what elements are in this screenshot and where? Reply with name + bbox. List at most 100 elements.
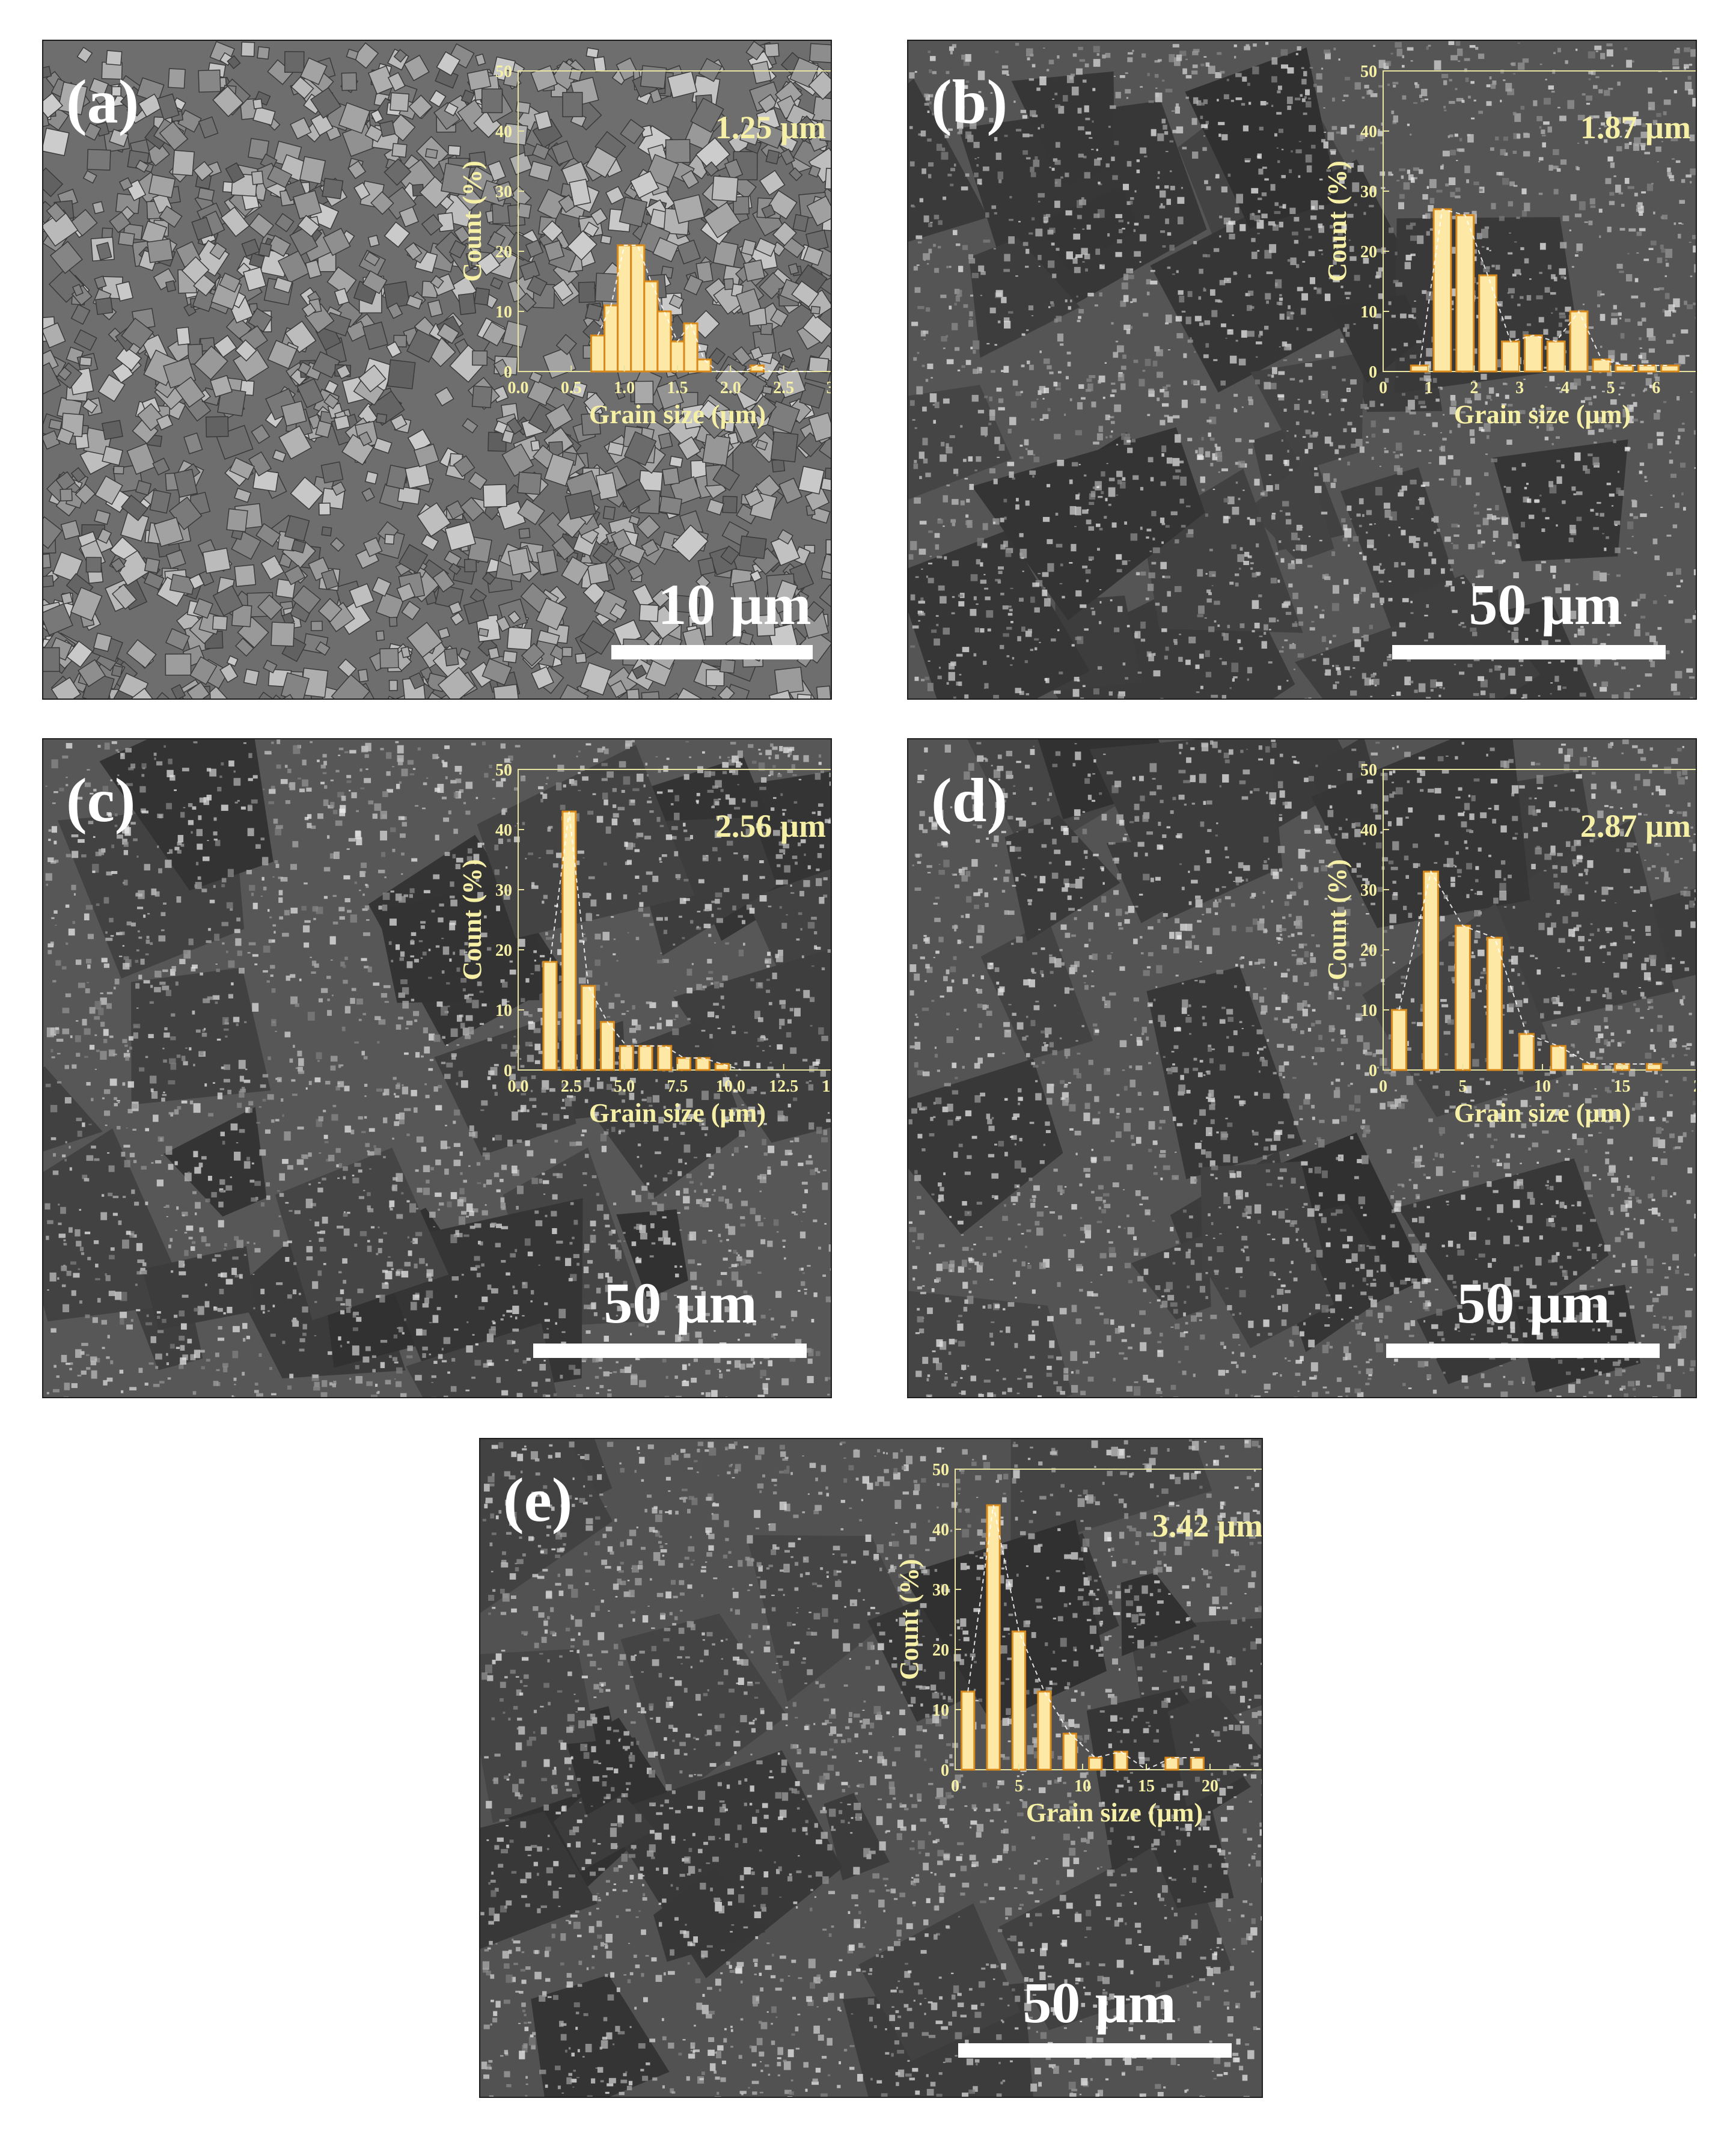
panel-label-a: (a) <box>66 67 139 136</box>
xtick-label-a-1: 0.5 <box>561 379 582 397</box>
bar-b-5 <box>1523 334 1543 373</box>
mean-size-annotation-d: 2.87 µm <box>1580 808 1691 844</box>
sem-micrograph-e <box>480 1439 1262 2097</box>
panel-label-d: (d) <box>931 766 1008 835</box>
ytick-label-e-3: 30 <box>932 1581 949 1600</box>
bar-b-7 <box>1569 310 1589 373</box>
bar-c-8 <box>695 1057 711 1071</box>
histogram-a: 0 10 20 30 40 50 0.0 0.5 1.0 1.5 2.0 2.5 3.0 Grain si… <box>457 63 831 429</box>
bar-b-11 <box>1660 364 1679 373</box>
xtick-label-b-4: 4 <box>1561 379 1569 397</box>
xtick-label-e-3: 15 <box>1138 1777 1155 1796</box>
panel-label-c: (c) <box>66 766 136 835</box>
panel-e: (e) 0 10 20 30 40 50 0 5 10 15 20 25 Grain size (µm)… <box>479 1438 1263 2098</box>
bar-b-6 <box>1546 340 1566 373</box>
xtick-label-a-4: 2.0 <box>720 379 741 397</box>
bar-c-3 <box>599 1021 615 1071</box>
ytick-label-d-2: 20 <box>1360 941 1377 960</box>
ytick-label-b-2: 20 <box>1360 243 1377 261</box>
bar-b-4 <box>1501 340 1520 373</box>
ytick-label-c-5: 50 <box>495 761 512 780</box>
xtick-label-e-1: 5 <box>1015 1777 1023 1796</box>
ytick-label-d-4: 40 <box>1360 821 1377 840</box>
xtick-label-d-2: 10 <box>1534 1077 1551 1096</box>
ytick-label-d-5: 50 <box>1360 761 1377 780</box>
mean-size-annotation-a: 1.25 µm <box>715 109 826 145</box>
bar-b-10 <box>1637 364 1657 373</box>
bar-d-5 <box>1550 1045 1566 1071</box>
scalebar-a <box>611 645 813 659</box>
ytick-label-d-0: 0 <box>1369 1062 1377 1080</box>
ytick-label-b-5: 50 <box>1360 63 1377 81</box>
xaxis-label-b: Grain size (µm) <box>1454 400 1631 429</box>
xaxis-label-c: Grain size (µm) <box>589 1098 766 1128</box>
xtick-label-c-0: 0.0 <box>508 1077 529 1096</box>
bar-b-8 <box>1592 358 1612 373</box>
bar-d-3 <box>1487 937 1503 1071</box>
bar-d-4 <box>1518 1033 1535 1071</box>
mean-size-annotation-b: 1.87 µm <box>1580 109 1691 145</box>
scalebar-text-b: 50 µm <box>1469 572 1622 637</box>
scalebar-text-a: 10 µm <box>658 572 811 637</box>
fit-curve-a <box>597 245 810 372</box>
ytick-label-a-4: 40 <box>495 123 512 141</box>
xtick-label-d-4: 20 <box>1693 1077 1697 1096</box>
ytick-label-c-4: 40 <box>495 821 512 840</box>
bar-d-6 <box>1582 1063 1598 1071</box>
xtick-label-d-1: 5 <box>1459 1077 1467 1096</box>
bar-c-6 <box>657 1045 673 1071</box>
bar-a-0 <box>590 334 606 373</box>
ytick-label-a-0: 0 <box>504 363 512 382</box>
panel-label-b: (b) <box>931 67 1008 136</box>
bar-e-8 <box>1164 1756 1179 1771</box>
xtick-label-e-2: 10 <box>1074 1777 1091 1796</box>
ytick-label-c-3: 30 <box>495 881 512 900</box>
xtick-label-b-1: 1 <box>1425 379 1433 397</box>
ytick-label-c-2: 20 <box>495 941 512 960</box>
xtick-label-c-4: 10.0 <box>716 1077 745 1096</box>
bar-c-9 <box>714 1063 730 1071</box>
ytick-label-b-1: 10 <box>1360 303 1377 322</box>
scalebar-d <box>1386 1344 1660 1358</box>
xtick-label-c-3: 7.5 <box>667 1077 688 1096</box>
xtick-label-b-0: 0 <box>1379 379 1387 397</box>
xtick-label-a-5: 2.5 <box>773 379 794 397</box>
xaxis-label-e: Grain size (µm) <box>1026 1798 1203 1827</box>
ytick-label-b-4: 40 <box>1360 123 1377 141</box>
bar-c-0 <box>542 961 558 1071</box>
xtick-label-b-5: 5 <box>1607 379 1615 397</box>
ytick-label-a-2: 20 <box>495 243 512 261</box>
scalebar-text-c: 50 µm <box>604 1271 757 1335</box>
ytick-label-e-2: 20 <box>932 1641 949 1660</box>
ytick-label-b-3: 30 <box>1360 183 1377 201</box>
xtick-label-c-1: 2.5 <box>561 1077 582 1096</box>
bar-d-0 <box>1391 1009 1407 1071</box>
ytick-label-a-5: 50 <box>495 63 512 81</box>
bar-b-9 <box>1615 364 1634 373</box>
bar-b-1 <box>1432 208 1452 373</box>
bar-b-2 <box>1455 214 1475 373</box>
xtick-label-e-0: 0 <box>951 1777 959 1796</box>
xtick-label-c-2: 5.0 <box>614 1077 635 1096</box>
bar-d-1 <box>1423 870 1439 1071</box>
xtick-label-b-2: 2 <box>1470 379 1478 397</box>
panel-b: (b) 0 10 20 30 40 50 0 1 2 3 4 5 6 7 Grain size (µm) Co… <box>907 40 1697 700</box>
bar-a-7 <box>683 322 698 373</box>
bar-d-2 <box>1455 925 1471 1071</box>
xtick-label-a-2: 1.0 <box>614 379 635 397</box>
panel-d: (d) 0 10 20 30 40 50 0 5 10 15 20 Grain size (µm) Co… <box>907 738 1697 1398</box>
xtick-label-d-3: 15 <box>1614 1077 1631 1096</box>
ytick-label-d-1: 10 <box>1360 1001 1377 1020</box>
histogram-d: 0 10 20 30 40 50 0 5 10 15 20 Grain size (µm) Count … <box>1322 761 1697 1128</box>
bar-a-4 <box>643 280 659 373</box>
mean-size-annotation-c: 2.56 µm <box>715 808 826 844</box>
panel-c: (c) 0 10 20 30 40 50 0.0 2.5 5.0 7.5 10.0 12.5 15.0 G… <box>42 738 832 1398</box>
fit-curve-c <box>549 811 742 1071</box>
bar-e-4 <box>1062 1732 1077 1771</box>
scalebar-b <box>1392 645 1666 659</box>
panel-label-e: (e) <box>503 1466 573 1535</box>
xtick-label-a-0: 0.0 <box>508 379 529 397</box>
yaxis-label-b: Count (%) <box>1322 161 1352 282</box>
